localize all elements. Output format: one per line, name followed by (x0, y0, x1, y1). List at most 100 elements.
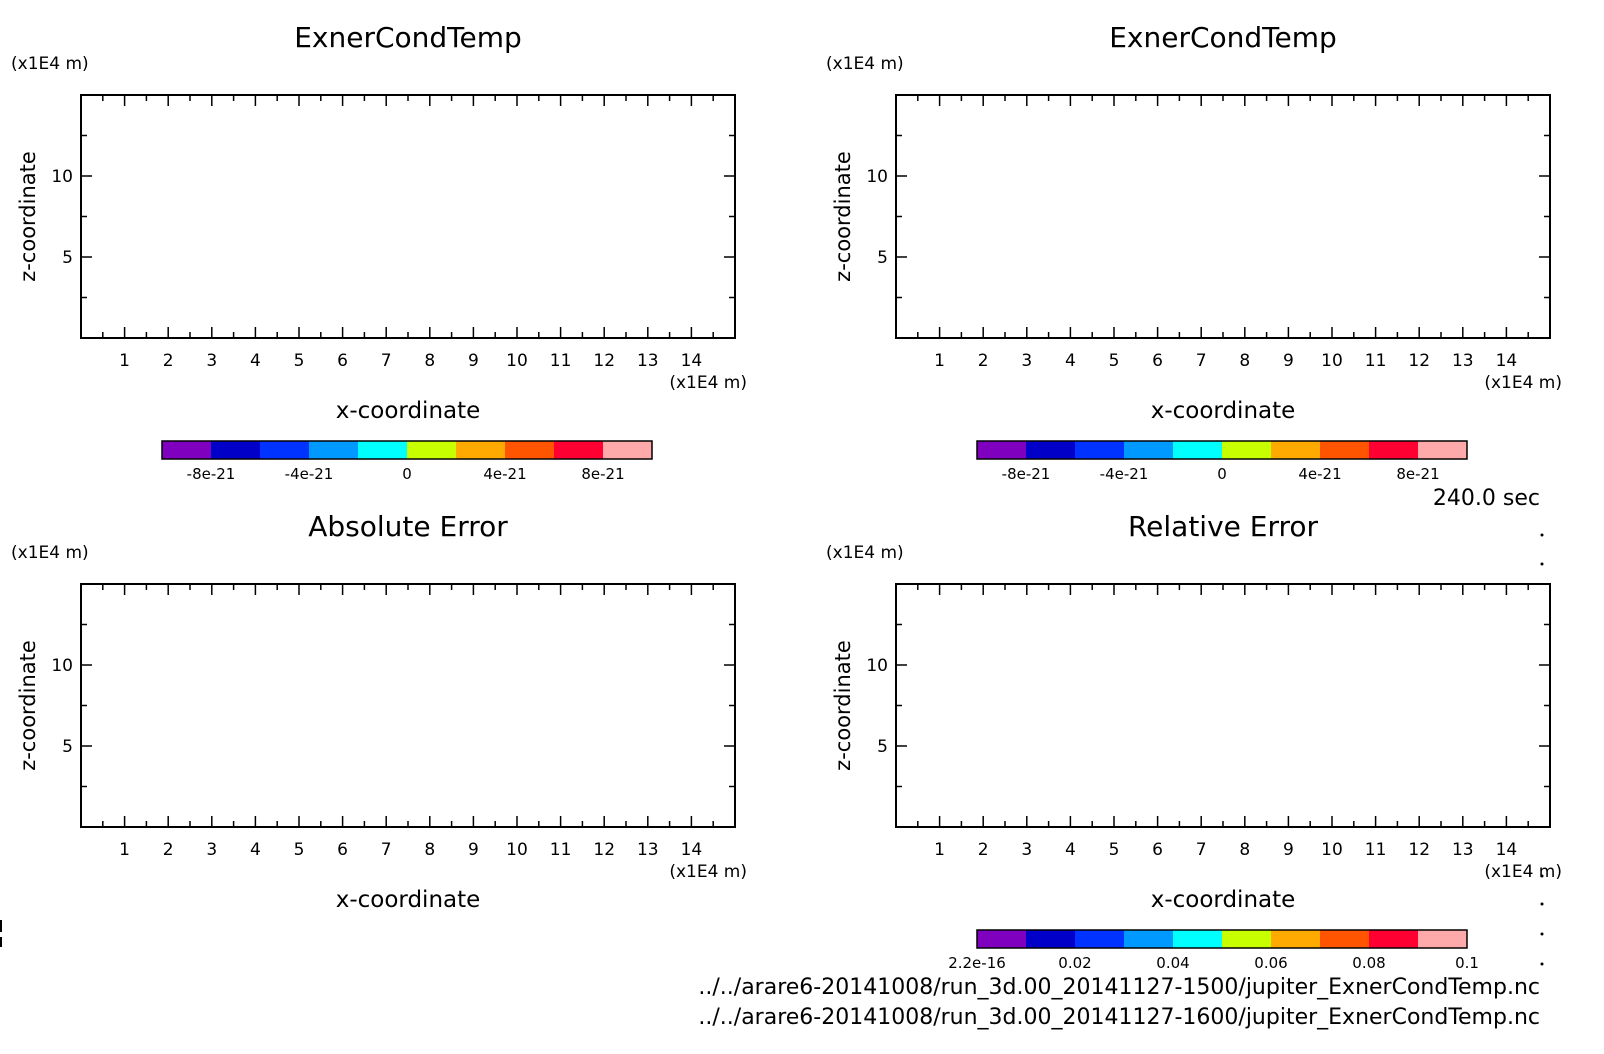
x-axis-label: x-coordinate (336, 398, 481, 424)
margin-dot (1540, 874, 1544, 878)
colorbar-tick-label: 0.1 (1455, 954, 1479, 972)
chart-title: ExnerCondTemp (1109, 21, 1337, 54)
x-tick-label: 2 (978, 840, 989, 860)
plot-frame (80, 94, 736, 339)
margin-dot (1540, 562, 1544, 566)
y-axis-label: z-coordinate (831, 151, 855, 282)
colorbar-segment (1124, 441, 1173, 459)
x-tick-label: 9 (468, 840, 479, 860)
colorbar-tick-label: -8e-21 (1002, 465, 1051, 483)
colorbar-segment (1320, 441, 1369, 459)
x-tick-label: 2 (163, 840, 174, 860)
x-tick-label: 3 (206, 840, 217, 860)
y-axis-label: z-coordinate (16, 151, 40, 282)
margin-dot (1540, 533, 1544, 537)
colorbar-tick-label: 8e-21 (1396, 465, 1439, 483)
chart-panel-4: Relative Error(x1E4 m)1 2 3 4 5 6 7 8 9 10 11 12 13 1… (826, 510, 1562, 972)
colorbar-segment (162, 441, 211, 459)
colorbar-segment (1369, 930, 1418, 948)
plot-frame (895, 94, 1551, 339)
x-tick-label: 11 (550, 351, 572, 371)
x-tick-label: 13 (1452, 840, 1474, 860)
x-tick-label: 3 (206, 351, 217, 371)
colorbar-segment (505, 441, 554, 459)
x-unit-label: (x1E4 m) (1484, 862, 1562, 882)
x-tick-label: 1 (119, 351, 130, 371)
x-tick-label: 12 (1408, 840, 1430, 860)
x-tick-label: 6 (337, 840, 348, 860)
x-axis-label: x-coordinate (336, 887, 481, 913)
x-tick-label: 1 (934, 840, 945, 860)
x-tick-label: 7 (381, 840, 392, 860)
margin-dot (1540, 932, 1544, 936)
colorbar-segment (1271, 930, 1320, 948)
plot-frame (80, 583, 736, 828)
x-unit-label: (x1E4 m) (669, 862, 747, 882)
colorbar-tick-label: -4e-21 (285, 465, 334, 483)
plot-frame (895, 583, 1551, 828)
chart-title: ExnerCondTemp (294, 21, 522, 54)
colorbar-tick-label: 4e-21 (483, 465, 526, 483)
y-unit-label: (x1E4 m) (11, 543, 89, 563)
colorbar-tick-label: 0.06 (1254, 954, 1287, 972)
x-tick-label: 14 (681, 351, 703, 371)
file-path-line-2: ../../arare6-20141008/run_3d.00_20141127… (698, 1005, 1540, 1030)
x-tick-label: 8 (1239, 351, 1250, 371)
colorbar-tick-label: 0.02 (1058, 954, 1091, 972)
colorbar-segment (358, 441, 407, 459)
colorbar-segment (1075, 930, 1124, 948)
x-tick-label: 5 (294, 840, 305, 860)
margin-dot (1540, 962, 1544, 966)
margin-dot (1540, 902, 1544, 906)
colorbar-segment (1173, 930, 1222, 948)
x-tick-label: 1 (119, 840, 130, 860)
chart-panel-1: ExnerCondTemp(x1E4 m)1 2 3 4 5 6 7 8 9 10 11 12 13 14… (11, 21, 747, 483)
colorbar-tick-label: 0.04 (1156, 954, 1189, 972)
colorbar-tick-label: -4e-21 (1100, 465, 1149, 483)
colorbar-segment (456, 441, 505, 459)
chart-title: Relative Error (1128, 510, 1319, 543)
y-tick-label: 5 (877, 737, 888, 757)
x-unit-label: (x1E4 m) (1484, 373, 1562, 393)
colorbar-segment (1369, 441, 1418, 459)
x-tick-label: 14 (1496, 351, 1518, 371)
colorbar-tick-label: 8e-21 (581, 465, 624, 483)
x-tick-label: 6 (1152, 840, 1163, 860)
x-tick-label: 14 (1496, 840, 1518, 860)
colorbar-segment (1173, 441, 1222, 459)
file-path-line-1: ../../arare6-20141008/run_3d.00_20141127… (698, 975, 1540, 1000)
x-tick-label: 4 (250, 351, 261, 371)
colorbar-segment (1075, 441, 1124, 459)
colorbar-tick-label: 4e-21 (1298, 465, 1341, 483)
colorbar-segment (977, 930, 1026, 948)
chart-panel-2: ExnerCondTemp(x1E4 m)1 2 3 4 5 6 7 8 9 10 11 12 13 14… (826, 21, 1562, 483)
y-tick-label: 10 (866, 656, 888, 676)
x-tick-label: 8 (1239, 840, 1250, 860)
x-tick-label: 6 (337, 351, 348, 371)
colorbar-segment (977, 441, 1026, 459)
x-tick-label: 3 (1021, 351, 1032, 371)
colorbar-frame (976, 929, 1468, 949)
y-unit-label: (x1E4 m) (826, 54, 904, 74)
x-tick-label: 7 (1196, 840, 1207, 860)
y-tick-label: 5 (62, 248, 73, 268)
colorbar-segment (603, 441, 652, 459)
y-unit-label: (x1E4 m) (11, 54, 89, 74)
x-tick-label: 2 (163, 351, 174, 371)
colorbar-tick-label: 0 (402, 465, 412, 483)
x-tick-label: 4 (1065, 840, 1076, 860)
x-tick-label: 2 (978, 351, 989, 371)
x-axis-label: x-coordinate (1151, 887, 1296, 913)
colorbar-segment (1418, 441, 1467, 459)
x-tick-label: 11 (1365, 351, 1387, 371)
colorbar-segment (1222, 441, 1271, 459)
x-tick-label: 4 (250, 840, 261, 860)
x-tick-label: 7 (1196, 351, 1207, 371)
colorbar-segment (211, 441, 260, 459)
chart-title: Absolute Error (308, 510, 508, 543)
colorbar-segment (1222, 930, 1271, 948)
x-tick-label: 3 (1021, 840, 1032, 860)
y-tick-label: 10 (866, 167, 888, 187)
colorbar-segment (1026, 930, 1075, 948)
